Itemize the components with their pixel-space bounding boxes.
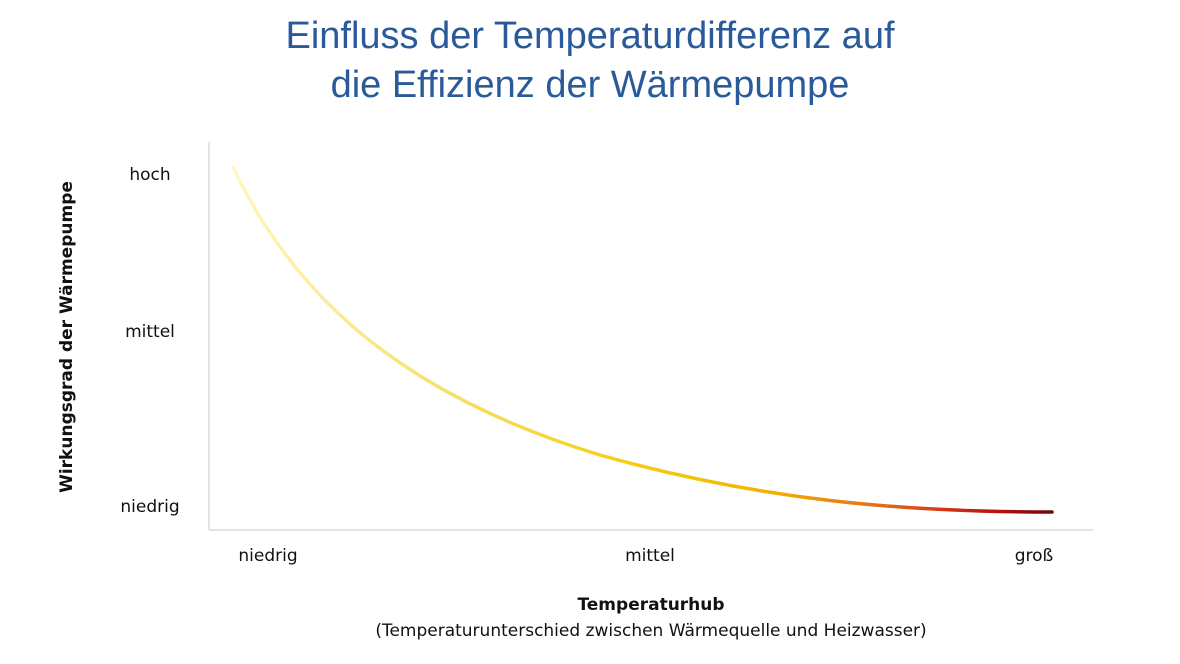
y-tick-label: niedrig [120, 497, 179, 517]
x-tick-label: niedrig [238, 546, 297, 566]
efficiency-curve [231, 165, 1054, 514]
x-axis-title: Temperaturhub [577, 595, 724, 615]
chart-title: Einfluss der Temperaturdifferenz auf [285, 15, 894, 57]
y-tick-label: mittel [125, 322, 175, 342]
chart-title: die Effizienz der Wärmepumpe [331, 64, 850, 106]
x-tick-label: mittel [625, 546, 675, 566]
x-tick-label: groß [1015, 546, 1054, 566]
y-axis-title: Wirkungsgrad der Wärmepumpe [57, 181, 77, 493]
y-tick-label: hoch [129, 165, 170, 185]
x-axis-subtitle: (Temperaturunterschied zwischen Wärmeque… [375, 621, 926, 641]
